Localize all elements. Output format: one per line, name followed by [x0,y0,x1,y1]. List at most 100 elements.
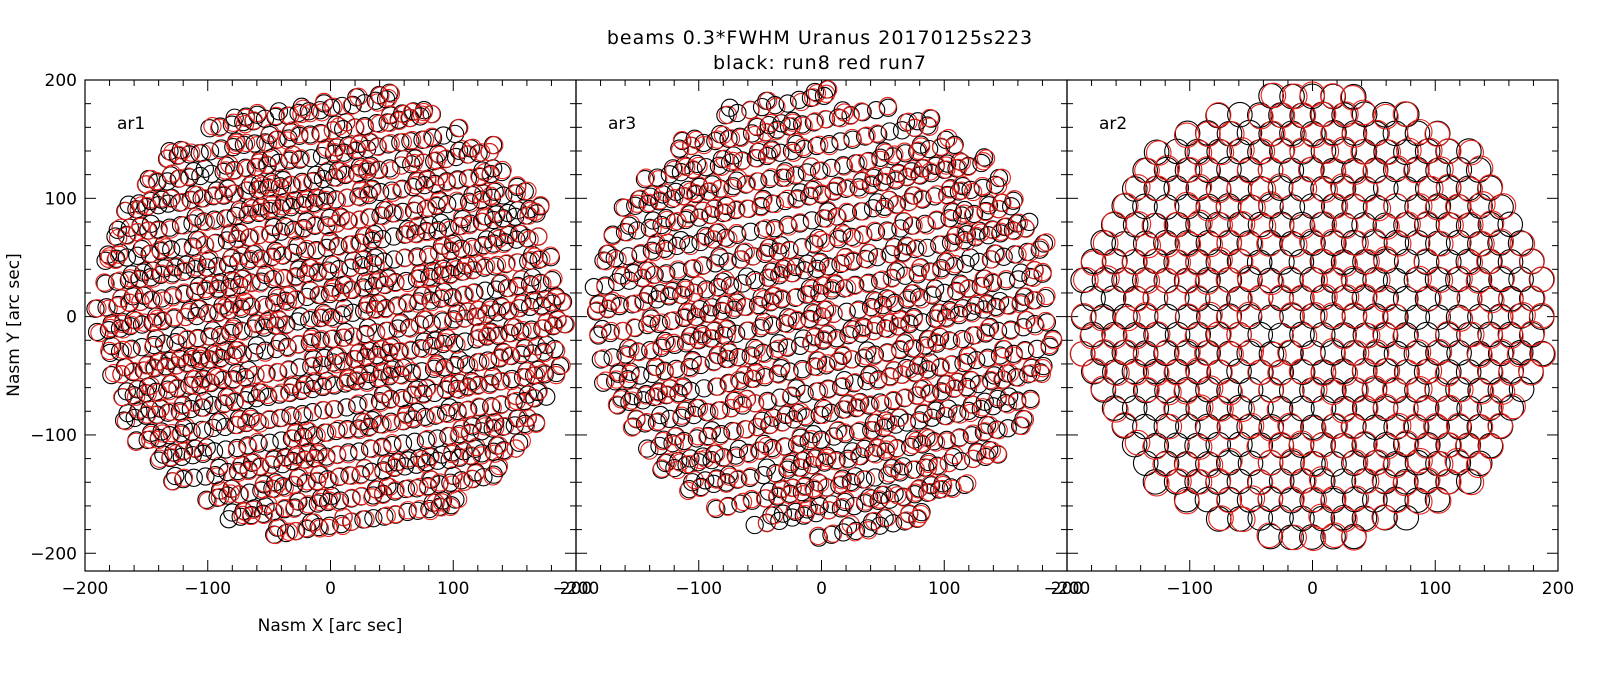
beam-marker-run7 [468,376,487,395]
beam-marker-run7 [790,213,810,232]
beam-marker-run7 [110,271,129,290]
beam-marker-run7 [1457,249,1483,276]
beam-marker-run8 [158,380,177,399]
beam-marker-run8 [912,503,931,522]
beam-marker-run8 [603,348,622,367]
beam-marker-run7 [1279,486,1305,512]
beam-marker-run7 [275,498,295,518]
beam-marker-run8 [484,465,503,484]
beam-marker-run8 [1434,285,1461,311]
beam-marker-run7 [677,399,696,419]
beam-marker-run7 [1156,413,1183,440]
beam-marker-run7 [920,361,939,380]
beam-marker-run8 [943,203,962,222]
beam-marker-run8 [433,312,452,331]
beam-marker-run8 [782,141,802,161]
beam-marker-run8 [445,124,465,144]
beam-marker-run8 [694,379,714,398]
beam-marker-run7 [1302,451,1328,478]
beam-marker-run8 [213,296,232,315]
beam-marker-run7 [828,207,847,227]
beam-marker-run7 [803,456,823,475]
beam-marker-run7 [712,157,731,176]
beam-marker-run7 [1175,338,1201,365]
beam-marker-run7 [812,161,831,180]
beam-marker-run7 [327,191,347,210]
beam-marker-run7 [278,131,297,150]
beam-marker-run7 [434,360,454,379]
beam-marker-run8 [975,148,994,167]
beam-marker-run7 [824,181,843,200]
beam-marker-run7 [258,134,278,153]
beam-marker-run7 [1145,140,1172,166]
beam-marker-run7 [1124,429,1151,456]
beam-marker-run8 [1185,211,1211,238]
beam-marker-run7 [688,427,708,446]
beam-marker-run8 [309,517,328,537]
beam-marker-run7 [910,258,930,278]
beam-marker-run8 [117,382,136,401]
beam-marker-run7 [675,307,694,326]
beam-marker-run7 [218,209,238,228]
beam-marker-run7 [476,304,496,323]
beam-marker-run7 [896,388,915,407]
beam-marker-run7 [127,432,146,451]
beam-marker-run7 [1040,335,1059,355]
beam-marker-run8 [810,497,829,516]
beam-marker-run7 [1362,158,1389,185]
beam-marker-run7 [306,242,326,261]
beam-marker-run7 [469,397,489,416]
beam-marker-run7 [153,311,172,330]
beam-marker-run7 [880,313,900,333]
beam-marker-run7 [1301,376,1328,403]
beam-marker-run7 [1395,211,1421,238]
beam-marker-run8 [366,91,385,110]
beam-marker-run7 [817,478,836,497]
beam-marker-run8 [543,317,563,336]
beam-marker-run8 [596,276,615,295]
beam-marker-run7 [313,355,332,375]
beam-marker-run8 [1246,102,1273,128]
beam-marker-run7 [162,374,181,393]
beam-marker-run7 [402,130,422,150]
beam-marker-run8 [638,194,657,214]
beam-marker-run8 [731,372,750,391]
beam-marker-run7 [500,301,520,320]
beam-marker-run7 [522,276,542,295]
beam-marker-run7 [1143,248,1170,274]
beam-marker-run7 [205,234,224,253]
beam-marker-run8 [1163,175,1190,201]
beam-marker-run7 [740,445,759,464]
beam-marker-run8 [719,465,738,484]
beam-marker-run7 [640,285,659,304]
beam-marker-run8 [96,274,115,293]
beam-marker-run7 [1333,101,1359,128]
beam-marker-run7 [329,237,348,256]
beam-marker-run7 [865,221,884,240]
beam-marker-run7 [507,184,526,203]
beam-marker-run7 [1277,339,1303,366]
beam-marker-run8 [745,270,764,290]
beam-marker-run8 [382,181,401,200]
beam-marker-run8 [1015,340,1035,360]
beam-marker-run7 [908,238,928,257]
beam-marker-run8 [1154,303,1180,330]
beam-marker-run7 [783,113,803,132]
beam-marker-run7 [862,489,882,508]
beam-marker-run8 [894,457,913,476]
beam-marker-run7 [811,474,830,493]
beam-marker-run7 [111,218,130,237]
beam-marker-run7 [974,269,993,288]
beam-marker-run7 [290,125,309,144]
beam-marker-run7 [463,138,482,157]
beam-marker-run7 [601,321,621,341]
beam-marker-run8 [651,405,670,425]
beam-marker-run7 [220,255,239,274]
beam-marker-run7 [339,211,359,231]
beam-marker-run7 [754,409,773,429]
beam-marker-run7 [313,400,333,420]
beam-marker-run8 [1227,101,1253,128]
beam-marker-run7 [835,423,854,442]
beam-marker-run7 [989,421,1008,440]
beam-marker-run8 [696,280,716,299]
